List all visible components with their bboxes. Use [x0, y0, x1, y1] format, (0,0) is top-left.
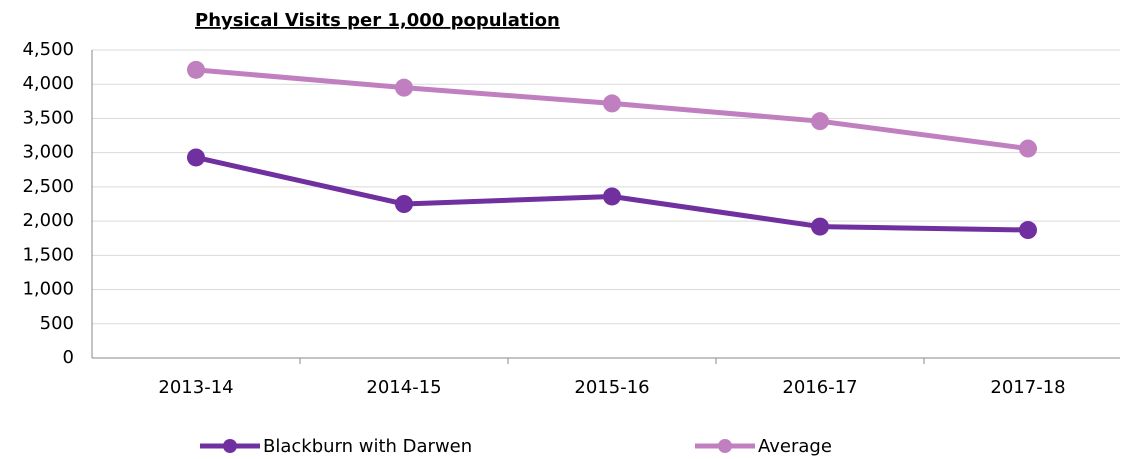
chart-title: Physical Visits per 1,000 population	[195, 10, 560, 31]
y-tick-label: 3,500	[22, 107, 74, 128]
x-tick-label: 2016-17	[782, 377, 857, 398]
legend-label: Blackburn with Darwen	[263, 436, 472, 457]
legend-marker	[718, 439, 732, 453]
data-point	[811, 112, 829, 131]
data-point	[1019, 221, 1037, 240]
x-tick-label: 2014-15	[366, 377, 441, 398]
y-tick-label: 3,000	[22, 142, 74, 163]
y-tick-label: 4,500	[22, 39, 74, 60]
legend-marker	[223, 439, 237, 453]
x-tick-label: 2015-16	[574, 377, 649, 398]
y-tick-label: 1,500	[22, 244, 74, 265]
data-point	[187, 60, 205, 79]
y-tick-label: 2,000	[22, 210, 74, 231]
data-point	[395, 78, 413, 97]
data-point	[187, 148, 205, 167]
x-tick-label: 2013-14	[158, 377, 233, 398]
y-tick-label: 4,000	[22, 73, 74, 94]
data-point	[603, 94, 621, 113]
data-point	[395, 195, 413, 213]
y-tick-label: 0	[63, 347, 74, 368]
y-tick-label: 1,000	[22, 279, 74, 300]
data-point	[603, 187, 621, 206]
legend-label: Average	[758, 436, 832, 457]
data-point	[1019, 139, 1037, 158]
data-point	[811, 217, 829, 236]
x-tick-label: 2017-18	[990, 377, 1065, 398]
y-tick-label: 2,500	[22, 176, 74, 197]
y-tick-label: 500	[40, 313, 74, 334]
